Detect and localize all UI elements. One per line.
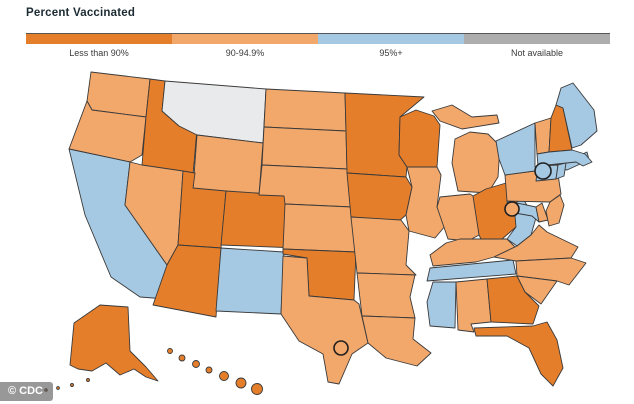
state-sd[interactable]: [261, 126, 348, 170]
state-mi-upper-peninsula[interactable]: [431, 104, 500, 130]
city-markers-group: [333, 162, 552, 356]
state-ks[interactable]: [282, 203, 359, 253]
state-hi-island[interactable]: [251, 383, 263, 395]
legend-bar: [26, 33, 610, 44]
state-wy[interactable]: [192, 134, 264, 196]
houston-marker[interactable]: [333, 340, 349, 356]
state-hi-island[interactable]: [205, 366, 213, 374]
cdc-attribution-badge: © CDC: [0, 382, 53, 401]
legend-swatch-less-than-90: [26, 34, 172, 44]
state-fl[interactable]: [473, 321, 564, 387]
state-mi[interactable]: [451, 131, 501, 194]
legend-label-less-than-90: Less than 90%: [69, 48, 129, 58]
us-choropleth-map: [44, 71, 598, 395]
state-az[interactable]: [152, 244, 222, 318]
state-hi-island[interactable]: [235, 377, 247, 389]
district-of-columbia-marker[interactable]: [504, 201, 520, 217]
legend-swatch-95-plus: [318, 34, 464, 44]
state-mo[interactable]: [350, 216, 417, 276]
state-ms[interactable]: [426, 281, 457, 329]
state-nj[interactable]: [545, 194, 565, 227]
states-group: [44, 71, 598, 395]
state-ma[interactable]: [536, 149, 593, 167]
new-york-city-marker[interactable]: [534, 162, 552, 180]
state-nm[interactable]: [215, 247, 285, 315]
state-al[interactable]: [455, 278, 492, 333]
legend-label-90-94-9: 90-94.9%: [225, 48, 265, 58]
legend: Less than 90% 90-94.9% 95%+ Not availabl…: [26, 33, 610, 58]
aleutian-island-dot: [70, 383, 74, 387]
state-ak[interactable]: [69, 304, 159, 382]
aleutian-island-dot: [86, 378, 90, 382]
legend-label-95-plus: 95%+: [379, 48, 403, 58]
legend-labels: Less than 90% 90-94.9% 95%+ Not availabl…: [26, 44, 610, 58]
state-la[interactable]: [361, 315, 432, 367]
state-nd[interactable]: [263, 88, 347, 132]
state-in[interactable]: [436, 193, 480, 242]
state-tn[interactable]: [426, 259, 517, 282]
state-ri[interactable]: [555, 162, 567, 180]
aleutian-island-dot: [56, 386, 60, 390]
state-il[interactable]: [405, 166, 447, 239]
state-wi[interactable]: [398, 109, 441, 168]
legend-swatch-90-94-9: [172, 34, 318, 44]
state-hi-island[interactable]: [219, 371, 229, 381]
state-sc[interactable]: [516, 275, 558, 305]
state-ky[interactable]: [429, 238, 516, 267]
legend-swatch-not-available: [464, 34, 610, 44]
legend-label-not-available: Not available: [510, 48, 564, 58]
state-hi-island[interactable]: [178, 354, 186, 362]
state-vt[interactable]: [534, 117, 552, 155]
state-hi-island[interactable]: [167, 348, 173, 354]
state-me[interactable]: [555, 82, 598, 149]
state-hi-island[interactable]: [192, 360, 200, 368]
page-title: Percent Vaccinated: [26, 7, 136, 19]
state-ia[interactable]: [346, 172, 413, 222]
state-ar[interactable]: [356, 272, 416, 319]
